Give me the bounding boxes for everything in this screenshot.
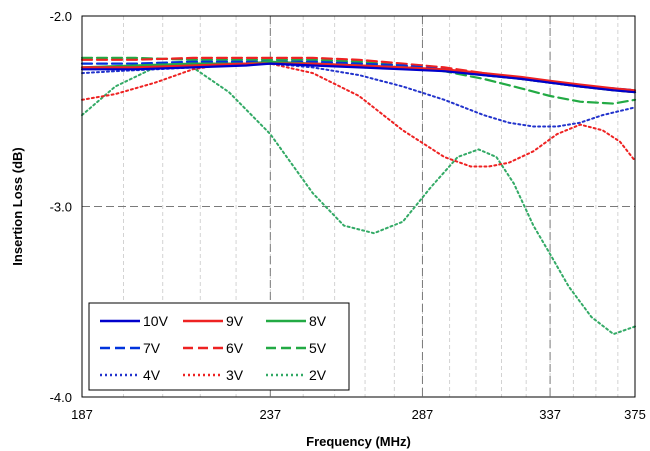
y-axis-title: Insertion Loss (dB): [10, 147, 25, 265]
x-tick-label: 375: [624, 407, 646, 422]
x-tick-label: 187: [71, 407, 93, 422]
legend-label-8v: 8V: [309, 313, 327, 329]
legend: 10V 9V 8V 7V 6V 5V 4V 3V 2V: [88, 302, 350, 391]
plot-frame: [81, 15, 636, 398]
legend-label-7v: 7V: [143, 340, 161, 356]
y-tick-label: -4.0: [50, 390, 72, 405]
legend-label-6v: 6V: [226, 340, 244, 356]
legend-label-10v: 10V: [143, 313, 169, 329]
legend-label-2v: 2V: [309, 367, 327, 383]
y-tick-label: -3.0: [50, 200, 72, 215]
series-line-2v: [81, 66, 636, 336]
series-lines: [80, 56, 637, 336]
y-tick-label: -2.0: [50, 9, 72, 24]
series-line-10v: [80, 62, 637, 94]
legend-label-4v: 4V: [143, 367, 161, 383]
tick-labels: 187 237 287 337 375 -2.0 -3.0 -4.0: [50, 9, 646, 422]
x-tick-label: 237: [259, 407, 281, 422]
series-line-3v: [81, 62, 636, 168]
x-axis-title: Frequency (MHz): [306, 434, 411, 449]
series-line-4v: [81, 62, 636, 128]
grid-lines: [81, 16, 635, 397]
legend-label-3v: 3V: [226, 367, 244, 383]
legend-label-5v: 5V: [309, 340, 327, 356]
legend-label-9v: 9V: [226, 313, 244, 329]
x-tick-label: 337: [539, 407, 561, 422]
x-tick-label: 287: [412, 407, 434, 422]
series-line-9v: [80, 62, 637, 92]
